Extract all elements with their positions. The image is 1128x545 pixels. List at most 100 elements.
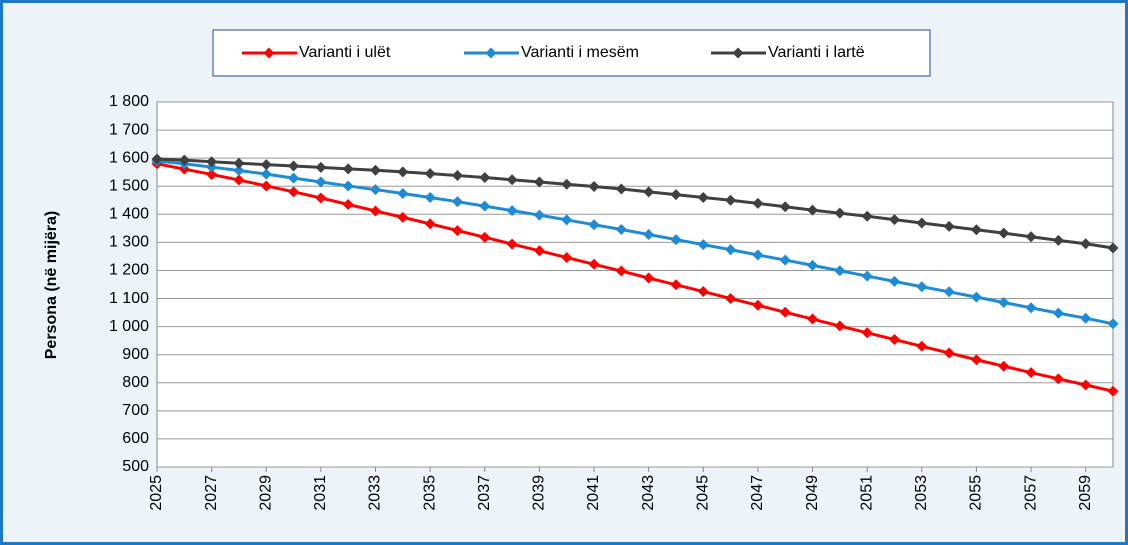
marker xyxy=(1052,307,1064,319)
marker xyxy=(615,183,627,195)
marker xyxy=(1025,231,1037,243)
marker xyxy=(1025,302,1037,314)
marker xyxy=(888,334,900,346)
marker xyxy=(397,188,409,200)
y-tick-label: 1 100 xyxy=(109,290,149,307)
marker xyxy=(998,296,1010,308)
x-tick-label: 2055 xyxy=(968,475,985,511)
marker xyxy=(779,306,791,318)
y-tick-label: 900 xyxy=(122,346,149,363)
y-tick-label: 1 000 xyxy=(109,318,149,335)
marker xyxy=(697,191,709,203)
marker xyxy=(451,225,463,237)
plot-area xyxy=(156,101,1114,468)
marker xyxy=(588,181,600,193)
marker xyxy=(697,286,709,298)
marker xyxy=(561,178,573,190)
y-tick-label: 600 xyxy=(122,430,149,447)
marker xyxy=(670,234,682,246)
marker xyxy=(943,286,955,298)
y-tick-label: 800 xyxy=(122,374,149,391)
marker xyxy=(1052,373,1064,385)
marker xyxy=(943,220,955,232)
x-tick-label: 2029 xyxy=(257,475,274,511)
marker xyxy=(998,360,1010,372)
marker xyxy=(561,252,573,264)
marker xyxy=(807,259,819,271)
x-tick-label: 2059 xyxy=(1077,475,1094,511)
marker xyxy=(643,229,655,241)
y-tick-label: 1 800 xyxy=(109,93,149,110)
marker xyxy=(588,219,600,231)
marker xyxy=(315,192,327,204)
x-tick-label: 2053 xyxy=(913,475,930,511)
x-tick-label: 2051 xyxy=(858,475,875,511)
x-tick-label: 2025 xyxy=(148,475,165,511)
marker xyxy=(1080,379,1092,391)
marker xyxy=(506,174,518,186)
marker xyxy=(1107,242,1119,254)
marker xyxy=(397,166,409,178)
marker xyxy=(533,176,545,188)
y-tick-label: 1 700 xyxy=(109,121,149,138)
y-tick-label: 1 400 xyxy=(109,206,149,223)
x-tick-label: 2041 xyxy=(585,475,602,511)
legend-marker xyxy=(732,47,744,59)
marker xyxy=(725,244,737,256)
marker xyxy=(807,313,819,325)
marker xyxy=(834,320,846,332)
marker xyxy=(424,191,436,203)
marker xyxy=(260,180,272,192)
marker xyxy=(1080,238,1092,250)
legend-label: Varianti i ulët xyxy=(299,44,391,61)
marker xyxy=(888,275,900,287)
marker xyxy=(615,265,627,277)
marker xyxy=(533,209,545,221)
marker xyxy=(370,184,382,196)
marker xyxy=(752,249,764,261)
marker xyxy=(643,186,655,198)
marker xyxy=(479,231,491,243)
marker xyxy=(1107,318,1119,330)
marker xyxy=(451,196,463,208)
marker xyxy=(588,258,600,270)
marker xyxy=(506,205,518,217)
marker xyxy=(861,210,873,222)
marker xyxy=(178,154,190,166)
marker xyxy=(998,227,1010,239)
marker xyxy=(288,172,300,184)
marker xyxy=(943,347,955,359)
marker xyxy=(670,279,682,291)
marker xyxy=(561,214,573,226)
marker xyxy=(342,163,354,175)
marker xyxy=(970,224,982,236)
marker xyxy=(288,160,300,172)
x-tick-label: 2039 xyxy=(531,475,548,511)
marker xyxy=(861,270,873,282)
marker xyxy=(670,189,682,201)
legend-marker xyxy=(263,47,275,59)
marker xyxy=(1107,385,1119,397)
marker xyxy=(233,165,245,177)
marker xyxy=(970,291,982,303)
marker xyxy=(834,265,846,277)
x-tick-label: 2047 xyxy=(749,475,766,511)
x-tick-label: 2049 xyxy=(804,475,821,511)
marker xyxy=(779,254,791,266)
marker xyxy=(834,207,846,219)
marker xyxy=(479,200,491,212)
marker xyxy=(424,218,436,230)
marker xyxy=(151,153,163,165)
marker xyxy=(725,293,737,305)
marker xyxy=(370,205,382,217)
marker xyxy=(260,159,272,171)
y-tick-label: 1 200 xyxy=(109,262,149,279)
marker xyxy=(370,164,382,176)
marker xyxy=(533,245,545,257)
x-tick-label: 2037 xyxy=(476,475,493,511)
marker xyxy=(342,198,354,210)
y-axis-title: Persona (në mijëra) xyxy=(43,211,60,360)
y-tick-label: 500 xyxy=(122,458,149,475)
marker xyxy=(1025,367,1037,379)
